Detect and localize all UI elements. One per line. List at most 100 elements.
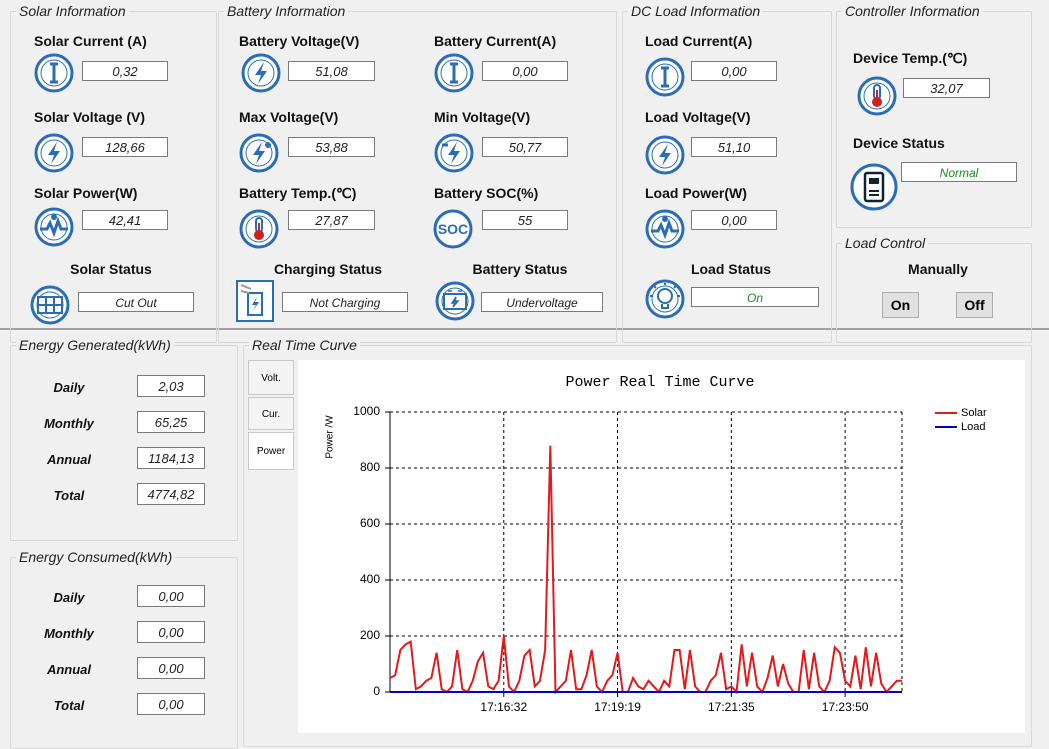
- chart-title: Power Real Time Curve: [565, 374, 754, 391]
- status-label: Battery Status: [472, 261, 568, 277]
- field-value: 0,00: [691, 61, 777, 81]
- field-value: 128,66: [82, 137, 168, 157]
- field-label: Load Voltage(V): [645, 109, 751, 125]
- icon: [645, 209, 685, 249]
- icon: [239, 209, 279, 249]
- icon-glyph: [869, 178, 879, 184]
- field-label: Battery Current(A): [434, 33, 557, 49]
- icon: [241, 53, 281, 93]
- icon-glyph: [876, 90, 878, 100]
- icon-inner: [40, 139, 68, 167]
- icon-glyph: [253, 142, 265, 164]
- energy-value: 0,00: [137, 585, 205, 607]
- icon-glyph: [872, 97, 882, 107]
- field-label: Min Voltage(V): [434, 109, 531, 125]
- field-label: Load Current(A): [645, 33, 753, 49]
- status-value: Not Charging: [282, 292, 408, 312]
- off-button[interactable]: Off: [956, 292, 993, 318]
- energy-value: 0,00: [137, 621, 205, 643]
- group-box: [218, 11, 617, 343]
- energy-label: Annual: [46, 452, 92, 467]
- group-title: Controller Information: [842, 3, 983, 19]
- x-tick-label: 17:19:19: [594, 700, 641, 714]
- status-label: Device Status: [853, 135, 945, 151]
- icon: [34, 207, 74, 247]
- status-value: Normal: [901, 162, 1017, 182]
- energy-label: Monthly: [44, 416, 94, 431]
- icon: [645, 57, 685, 97]
- icon-inner: [651, 63, 679, 91]
- icon-ring: [433, 209, 473, 249]
- icon-inner: [245, 139, 273, 167]
- on-button[interactable]: On: [882, 292, 919, 318]
- y-tick-label: 1000: [353, 404, 380, 418]
- status-value: Undervoltage: [481, 292, 603, 312]
- status-label: Load Status: [690, 261, 772, 277]
- chart-tab[interactable]: Power: [248, 432, 294, 470]
- group-title: DC Load Information: [628, 3, 764, 19]
- field-value: 51,10: [691, 137, 777, 157]
- app-window: {"solar_info": {"title": "Solar Informat…: [0, 3, 1049, 749]
- y-tick-label: 600: [360, 516, 380, 530]
- field-label: Load Power(W): [645, 185, 747, 201]
- icon: [30, 285, 70, 325]
- chart-background: [298, 360, 1025, 733]
- icon-glyph: [450, 62, 458, 84]
- chart-tab[interactable]: Volt.: [248, 360, 294, 395]
- icon-glyph: [650, 283, 680, 309]
- icon-glyph: [265, 142, 271, 148]
- icon: [434, 133, 474, 173]
- icon: [34, 133, 74, 173]
- field-value: 0,32: [82, 61, 168, 81]
- status-value: On: [691, 287, 819, 307]
- field-value: 53,88: [288, 137, 375, 157]
- icon-inner: [651, 141, 679, 169]
- icon: [239, 133, 279, 173]
- icon-glyph: [247, 292, 263, 316]
- icon-inner: [40, 59, 68, 87]
- field-label: Battery Voltage(V): [239, 33, 360, 49]
- chart-tab[interactable]: Cur.: [248, 397, 294, 430]
- mode-label: Manually: [908, 261, 968, 277]
- icon-glyph: [37, 296, 63, 314]
- status-value: Cut Out: [78, 292, 194, 312]
- series-line: [389, 445, 902, 695]
- x-tick-label: 17:21:35: [708, 700, 755, 714]
- field-value: 51,08: [288, 61, 375, 81]
- icon-inner: [440, 59, 468, 87]
- icon: SOC: [433, 209, 473, 249]
- icon: [34, 53, 74, 93]
- icon-glyph: [252, 297, 259, 311]
- energy-value: 2,03: [137, 375, 205, 397]
- group-title: Energy Generated(kWh): [16, 337, 174, 353]
- icon: [645, 135, 685, 175]
- energy-label: Total: [53, 488, 85, 503]
- icon-glyph: [863, 171, 885, 203]
- group-title: Load Control: [842, 235, 929, 251]
- field-label: Max Voltage(V): [239, 109, 339, 125]
- field-label: Device Temp.(℃): [853, 50, 968, 66]
- energy-value: 65,25: [137, 411, 205, 433]
- icon-glyph: [661, 66, 669, 88]
- icon-glyph: [255, 62, 267, 84]
- group-box: [836, 11, 1032, 228]
- y-tick-label: 0: [373, 684, 380, 698]
- icon-inner: [651, 285, 679, 313]
- icon-glyph: [448, 142, 460, 164]
- energy-value: 1184,13: [137, 447, 205, 469]
- group-box: [243, 345, 1032, 747]
- icon-layer: SOC: [0, 53, 1049, 330]
- field-value: 27,87: [288, 210, 375, 230]
- x-tick-label: 17:23:50: [822, 700, 869, 714]
- icon-glyph: [448, 290, 462, 308]
- icon-glyph: [443, 293, 467, 310]
- icon-inner: [245, 215, 273, 243]
- energy-label: Daily: [53, 590, 85, 605]
- y-tick-label: 200: [360, 628, 380, 642]
- field-value: 50,77: [482, 137, 568, 157]
- icon-glyph: [869, 190, 879, 196]
- group-title: Solar Information: [16, 3, 129, 19]
- field-value: 32,07: [903, 78, 990, 98]
- icon-glyph: [662, 216, 668, 222]
- energy-value: 0,00: [137, 693, 205, 715]
